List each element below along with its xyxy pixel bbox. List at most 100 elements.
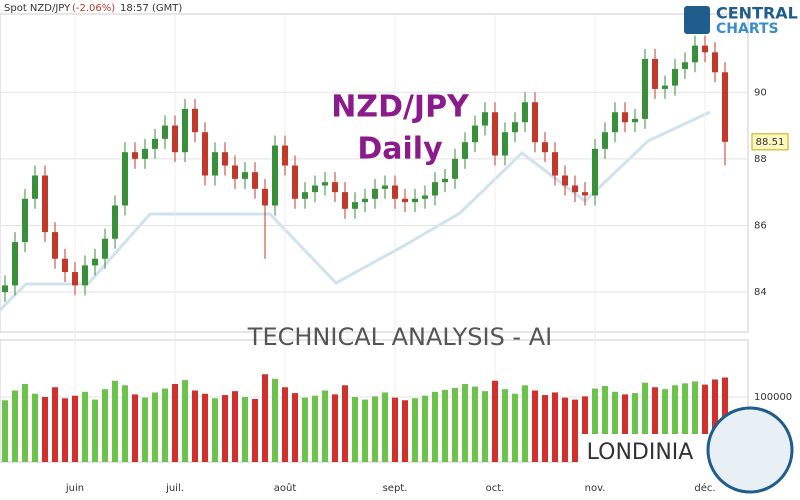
candle-body [102, 238, 108, 259]
candle-body [372, 188, 378, 199]
volume-bar [392, 397, 398, 462]
candle-body [282, 145, 288, 166]
volume-bar [292, 393, 298, 462]
candle-body [532, 102, 538, 143]
volume-bar [302, 397, 308, 462]
volume-bar [542, 395, 548, 462]
x-tick-label: nov. [585, 483, 606, 494]
candle-body [402, 198, 408, 203]
candle-body [92, 258, 98, 266]
volume-bar [572, 399, 578, 462]
candle-body [352, 202, 358, 209]
candle-body [202, 132, 208, 176]
candle-body [82, 265, 88, 286]
candle-body [492, 112, 498, 156]
volume-bar [422, 395, 428, 462]
candle-body [562, 175, 568, 186]
candle-body [642, 58, 648, 119]
candle-body [412, 198, 418, 203]
candle-body [522, 102, 528, 123]
volume-bar [672, 385, 678, 462]
volume-bar [102, 389, 108, 462]
avatar [706, 406, 794, 494]
volume-bar [232, 391, 238, 462]
candle-body [152, 138, 158, 149]
volume-bar [592, 388, 598, 462]
volume-bar [332, 394, 338, 462]
volume-bar [202, 393, 208, 462]
volume-bar [402, 400, 408, 462]
y-tick-label: 86 [754, 220, 767, 231]
volume-bar [322, 390, 328, 462]
candle-body [22, 198, 28, 243]
volume-bar [432, 391, 438, 462]
candle-body [672, 68, 678, 86]
volume-bar [2, 400, 8, 462]
volume-bar [362, 399, 368, 462]
volume-bar [172, 384, 178, 462]
candle-body [302, 192, 308, 199]
candle-body [32, 175, 38, 199]
volume-bar [42, 397, 48, 462]
volume-bar [462, 384, 468, 462]
volume-bar [712, 379, 718, 462]
volume-bar [242, 397, 248, 462]
candle-body [722, 72, 728, 142]
logo-line2: CHARTS [716, 21, 779, 37]
volume-bar [282, 387, 288, 462]
candle-body [392, 185, 398, 199]
candle-body [462, 142, 468, 159]
candle-body [222, 152, 228, 166]
logo-icon [684, 6, 710, 34]
candle-body [582, 192, 588, 196]
candle-body [422, 195, 428, 199]
candle-body [52, 232, 58, 259]
candle-body [132, 152, 138, 159]
volume-bar [552, 392, 558, 462]
candle-body [212, 152, 218, 176]
volume-bar [372, 396, 378, 462]
candle-body [312, 185, 318, 193]
candle-body [242, 172, 248, 179]
candle-body [702, 45, 708, 53]
volume-bar [142, 397, 148, 462]
candle-body [42, 175, 48, 233]
volume-bar [152, 392, 158, 462]
volume-bar [22, 384, 28, 462]
candle-body [662, 85, 668, 89]
price-tag [751, 133, 789, 151]
volume-bar [632, 393, 638, 462]
y-tick-label: 84 [754, 287, 767, 298]
volume-bar [662, 389, 668, 462]
candle-body [552, 152, 558, 176]
watermark-title: NZD/JPY [331, 90, 470, 125]
volume-bar [582, 396, 588, 462]
candle-body [692, 45, 698, 63]
candle-body [272, 145, 278, 206]
change: (-2.06%) [72, 3, 115, 14]
x-tick-label: juin [65, 483, 84, 494]
volume-bar [52, 387, 58, 462]
volume-bar [12, 390, 18, 462]
candle-body [332, 182, 338, 193]
volume-bar [482, 391, 488, 462]
banner: TECHNICAL ANALYSIS - AI [247, 323, 552, 351]
volume-bar [702, 384, 708, 462]
price-tag-label: 88.51 [756, 137, 785, 148]
volume-bar [82, 391, 88, 462]
time: 18:57 (GMT) [120, 3, 182, 14]
y-tick-label: 88 [754, 154, 767, 165]
candle-body [632, 118, 638, 123]
volume-bar [562, 397, 568, 462]
candle-body [592, 148, 598, 196]
candle-body [322, 182, 328, 186]
candle-body [62, 258, 68, 273]
volume-bar [352, 397, 358, 462]
volume-bar [602, 385, 608, 462]
x-tick-label: oct. [486, 483, 505, 494]
candle-body [262, 188, 268, 206]
candle-body [232, 165, 238, 179]
candle-body [542, 142, 548, 153]
candle-body [512, 122, 518, 133]
